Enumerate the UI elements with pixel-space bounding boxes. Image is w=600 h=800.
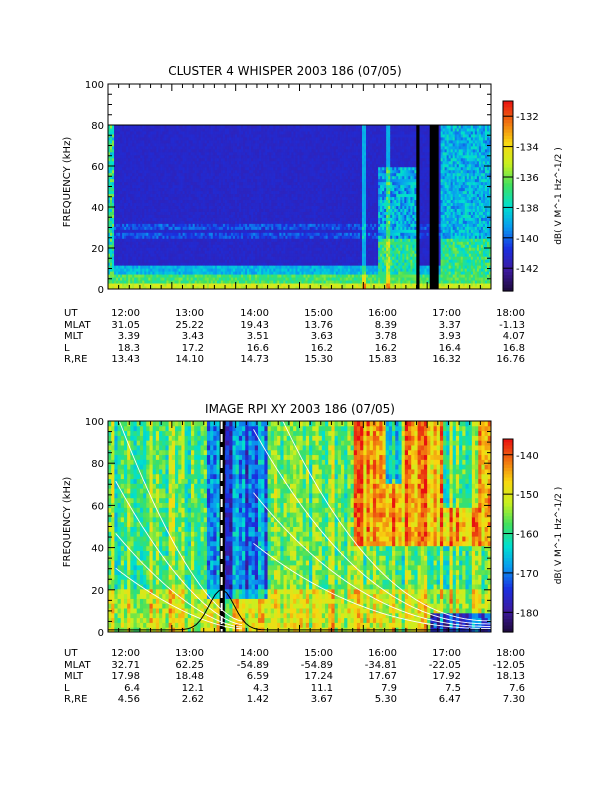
whisper-panel: CLUSTER 4 WHISPER 2003 186 (07/05) FREQU… (62, 64, 564, 296)
whisper-y-axis-label: FREQUENCY (kHz) (62, 137, 73, 228)
whisper-title: CLUSTER 4 WHISPER 2003 186 (07/05) (168, 64, 401, 78)
